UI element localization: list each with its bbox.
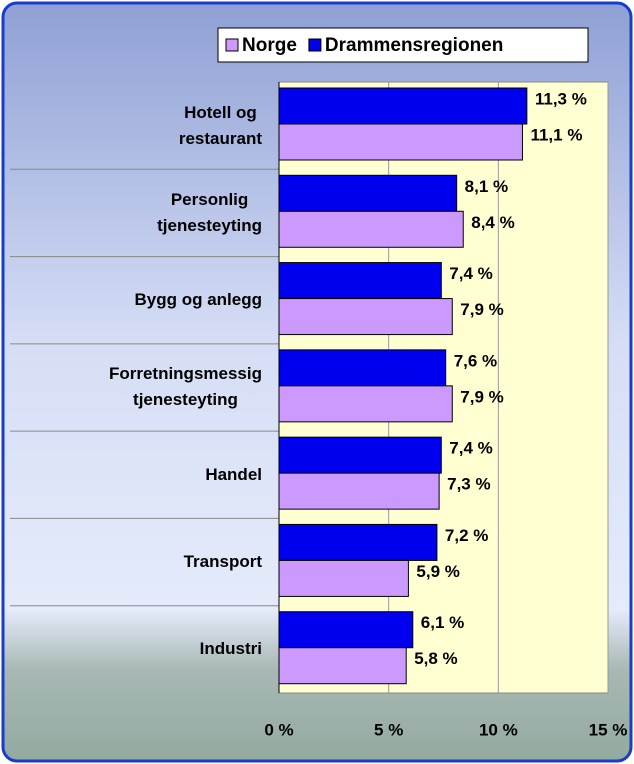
data-label: 11,3 %: [535, 89, 587, 108]
data-label: 7,4 %: [449, 439, 492, 458]
data-label: 7,6 %: [454, 351, 497, 370]
legend-box: [217, 27, 589, 63]
category-label: Transport: [2, 518, 262, 605]
data-label: 5,9 %: [416, 562, 459, 581]
bar: [278, 647, 407, 685]
bar: [278, 210, 464, 248]
category-label: Handel: [2, 431, 262, 518]
bar: [278, 298, 453, 336]
category-label: Hotell og restaurant: [2, 82, 262, 169]
bar: [278, 123, 523, 161]
legend-label: Norge: [242, 35, 297, 56]
x-tick-label: 15 %: [589, 720, 628, 739]
x-tick-label: 10 %: [479, 720, 518, 739]
bar: [278, 523, 438, 561]
legend-label: Drammensregionen: [325, 35, 503, 56]
data-label: 7,3 %: [447, 475, 490, 494]
category-text: Personlig tjenesteyting: [157, 189, 262, 235]
data-label: 7,4 %: [449, 264, 492, 283]
data-label: 6,1 %: [421, 613, 464, 632]
bar: [278, 559, 409, 597]
data-label: 8,4 %: [471, 213, 514, 232]
data-label: 7,2 %: [445, 526, 488, 545]
bar: [278, 385, 453, 423]
category-label: Bygg og anlegg: [2, 257, 263, 344]
data-label: 7,9 %: [460, 387, 503, 406]
data-label: 7,9 %: [460, 300, 503, 319]
category-text: Transport: [183, 552, 262, 572]
category-text: Hotell og restaurant: [178, 102, 262, 148]
data-label: 11,1 %: [530, 125, 582, 144]
bar: [278, 262, 442, 300]
data-label: 8,1 %: [465, 177, 508, 196]
category-text: Bygg og anlegg: [134, 290, 263, 310]
x-tick-label: 0 %: [264, 720, 293, 739]
category-label: Personlig tjenesteyting: [2, 169, 262, 256]
bar: [278, 174, 458, 212]
category-label: Forretningsmessig tjenesteyting: [2, 344, 262, 431]
category-label: Industri: [2, 606, 262, 693]
category-text: Industri: [199, 639, 262, 659]
bar: [278, 87, 528, 125]
bar: [278, 349, 447, 387]
bar: [278, 611, 414, 649]
legend-swatch: [225, 38, 239, 52]
category-text: Forretningsmessig tjenesteyting: [108, 364, 262, 410]
bar: [278, 472, 440, 510]
category-text: Handel: [205, 464, 262, 484]
x-tick-label: 5 %: [374, 720, 403, 739]
bar: [278, 436, 442, 474]
legend-swatch: [308, 38, 322, 52]
data-label: 5,8 %: [414, 649, 457, 668]
